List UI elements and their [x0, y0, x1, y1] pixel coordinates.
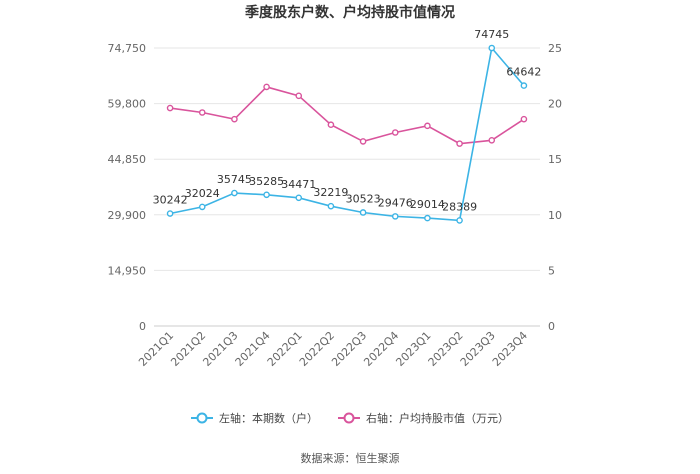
data-label: 29476	[378, 196, 413, 209]
series-point	[424, 214, 431, 222]
left-tick-label: 59,800	[108, 98, 147, 111]
series-point	[166, 210, 174, 217]
data-label: 32024	[185, 187, 220, 200]
series-layer	[166, 44, 528, 224]
series-point	[359, 209, 367, 216]
series-point	[424, 122, 431, 130]
series-point	[263, 83, 270, 91]
left-axis-ticks: 0 14,950 29,900 44,850 59,800 74,750	[108, 42, 147, 333]
right-tick-label: 15	[548, 153, 562, 166]
series-point	[488, 136, 496, 144]
series-point	[327, 121, 335, 129]
series-point	[231, 115, 238, 123]
legend-item[interactable]: 右轴：户均持股市值（万元）	[338, 411, 509, 425]
right-tick-label: 25	[548, 42, 562, 55]
data-label: 30242	[153, 194, 188, 207]
data-label: 34471	[281, 178, 316, 191]
series-point	[198, 203, 206, 211]
data-label: 28389	[442, 200, 477, 213]
chart-title: 季度股东户数、户均持股市值情况	[244, 4, 455, 21]
right-axis-ticks: 0 5 10 15 20 25	[548, 42, 562, 333]
right-tick-label: 5	[548, 264, 555, 277]
series-point	[456, 140, 463, 147]
data-label: 30523	[346, 192, 381, 205]
left-tick-label: 0	[139, 320, 146, 333]
series-point	[391, 213, 399, 220]
legend-label: 右轴：户均持股市值（万元）	[366, 411, 509, 425]
series-point	[456, 217, 463, 224]
series-point	[520, 82, 528, 89]
left-tick-label: 74,750	[108, 42, 147, 55]
series-line	[169, 86, 525, 145]
legend-marker	[196, 412, 208, 424]
legend-marker	[343, 412, 355, 424]
right-tick-label: 20	[548, 98, 562, 111]
series-point	[263, 191, 270, 199]
data-label-layer: 3024232024357453528534471322193052329476…	[153, 28, 542, 213]
data-label: 35285	[249, 175, 284, 188]
right-tick-label: 10	[548, 209, 562, 222]
series-point	[198, 109, 206, 116]
series-point	[520, 115, 528, 123]
data-label: 74745	[474, 28, 509, 41]
series-line	[169, 46, 525, 222]
series-point	[488, 44, 496, 52]
data-label: 29014	[410, 198, 445, 211]
legend: 左轴：本期数（户） 右轴：户均持股市值（万元）	[191, 411, 509, 425]
left-tick-label: 29,900	[108, 209, 147, 222]
data-label: 64642	[506, 66, 541, 79]
data-label: 32219	[313, 186, 348, 199]
series-point	[295, 92, 303, 100]
x-tick-label: 2023Q4	[490, 329, 530, 369]
left-tick-label: 14,950	[108, 264, 147, 277]
left-tick-label: 44,850	[108, 153, 147, 166]
series-point	[327, 202, 335, 210]
series-point	[231, 189, 238, 197]
right-tick-label: 0	[548, 320, 555, 333]
series-point	[166, 104, 174, 112]
x-axis-ticks: 2021Q12021Q22021Q32021Q42022Q12022Q22022…	[136, 325, 540, 369]
series-point	[391, 129, 399, 136]
series-point	[295, 194, 303, 202]
legend-item[interactable]: 左轴：本期数（户）	[191, 411, 318, 425]
source-note: 数据来源：恒生聚源	[301, 451, 400, 465]
series-point	[359, 138, 367, 145]
data-label: 35745	[217, 173, 252, 186]
legend-label: 左轴：本期数（户）	[219, 411, 318, 425]
